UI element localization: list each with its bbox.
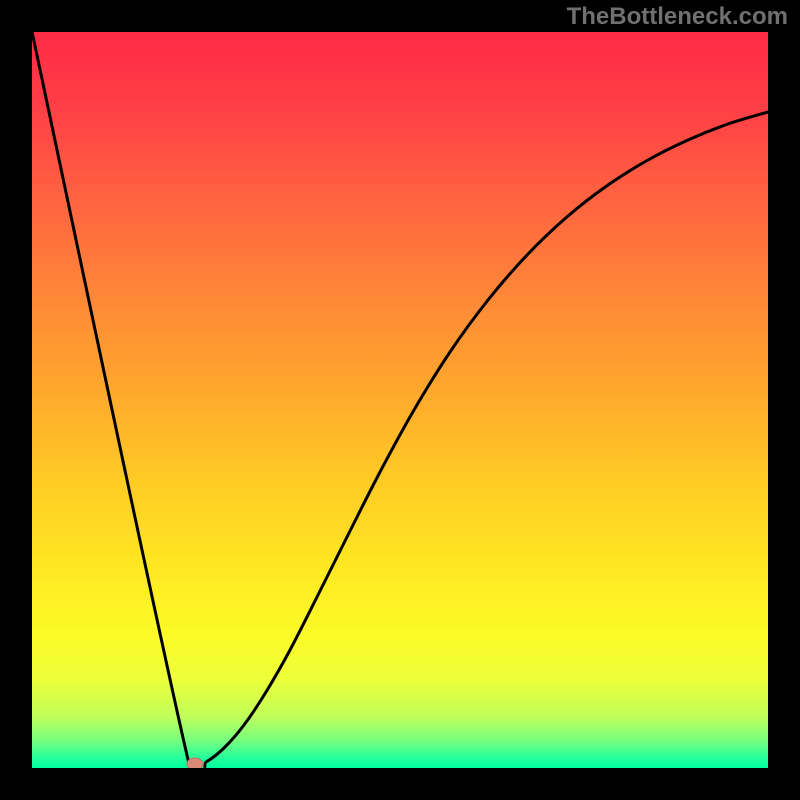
watermark-text: TheBottleneck.com [567,3,788,31]
chart-container: { "watermark": { "text": "TheBottleneck.… [0,0,800,800]
chart-background [32,32,768,768]
bottleneck-chart [0,0,800,800]
